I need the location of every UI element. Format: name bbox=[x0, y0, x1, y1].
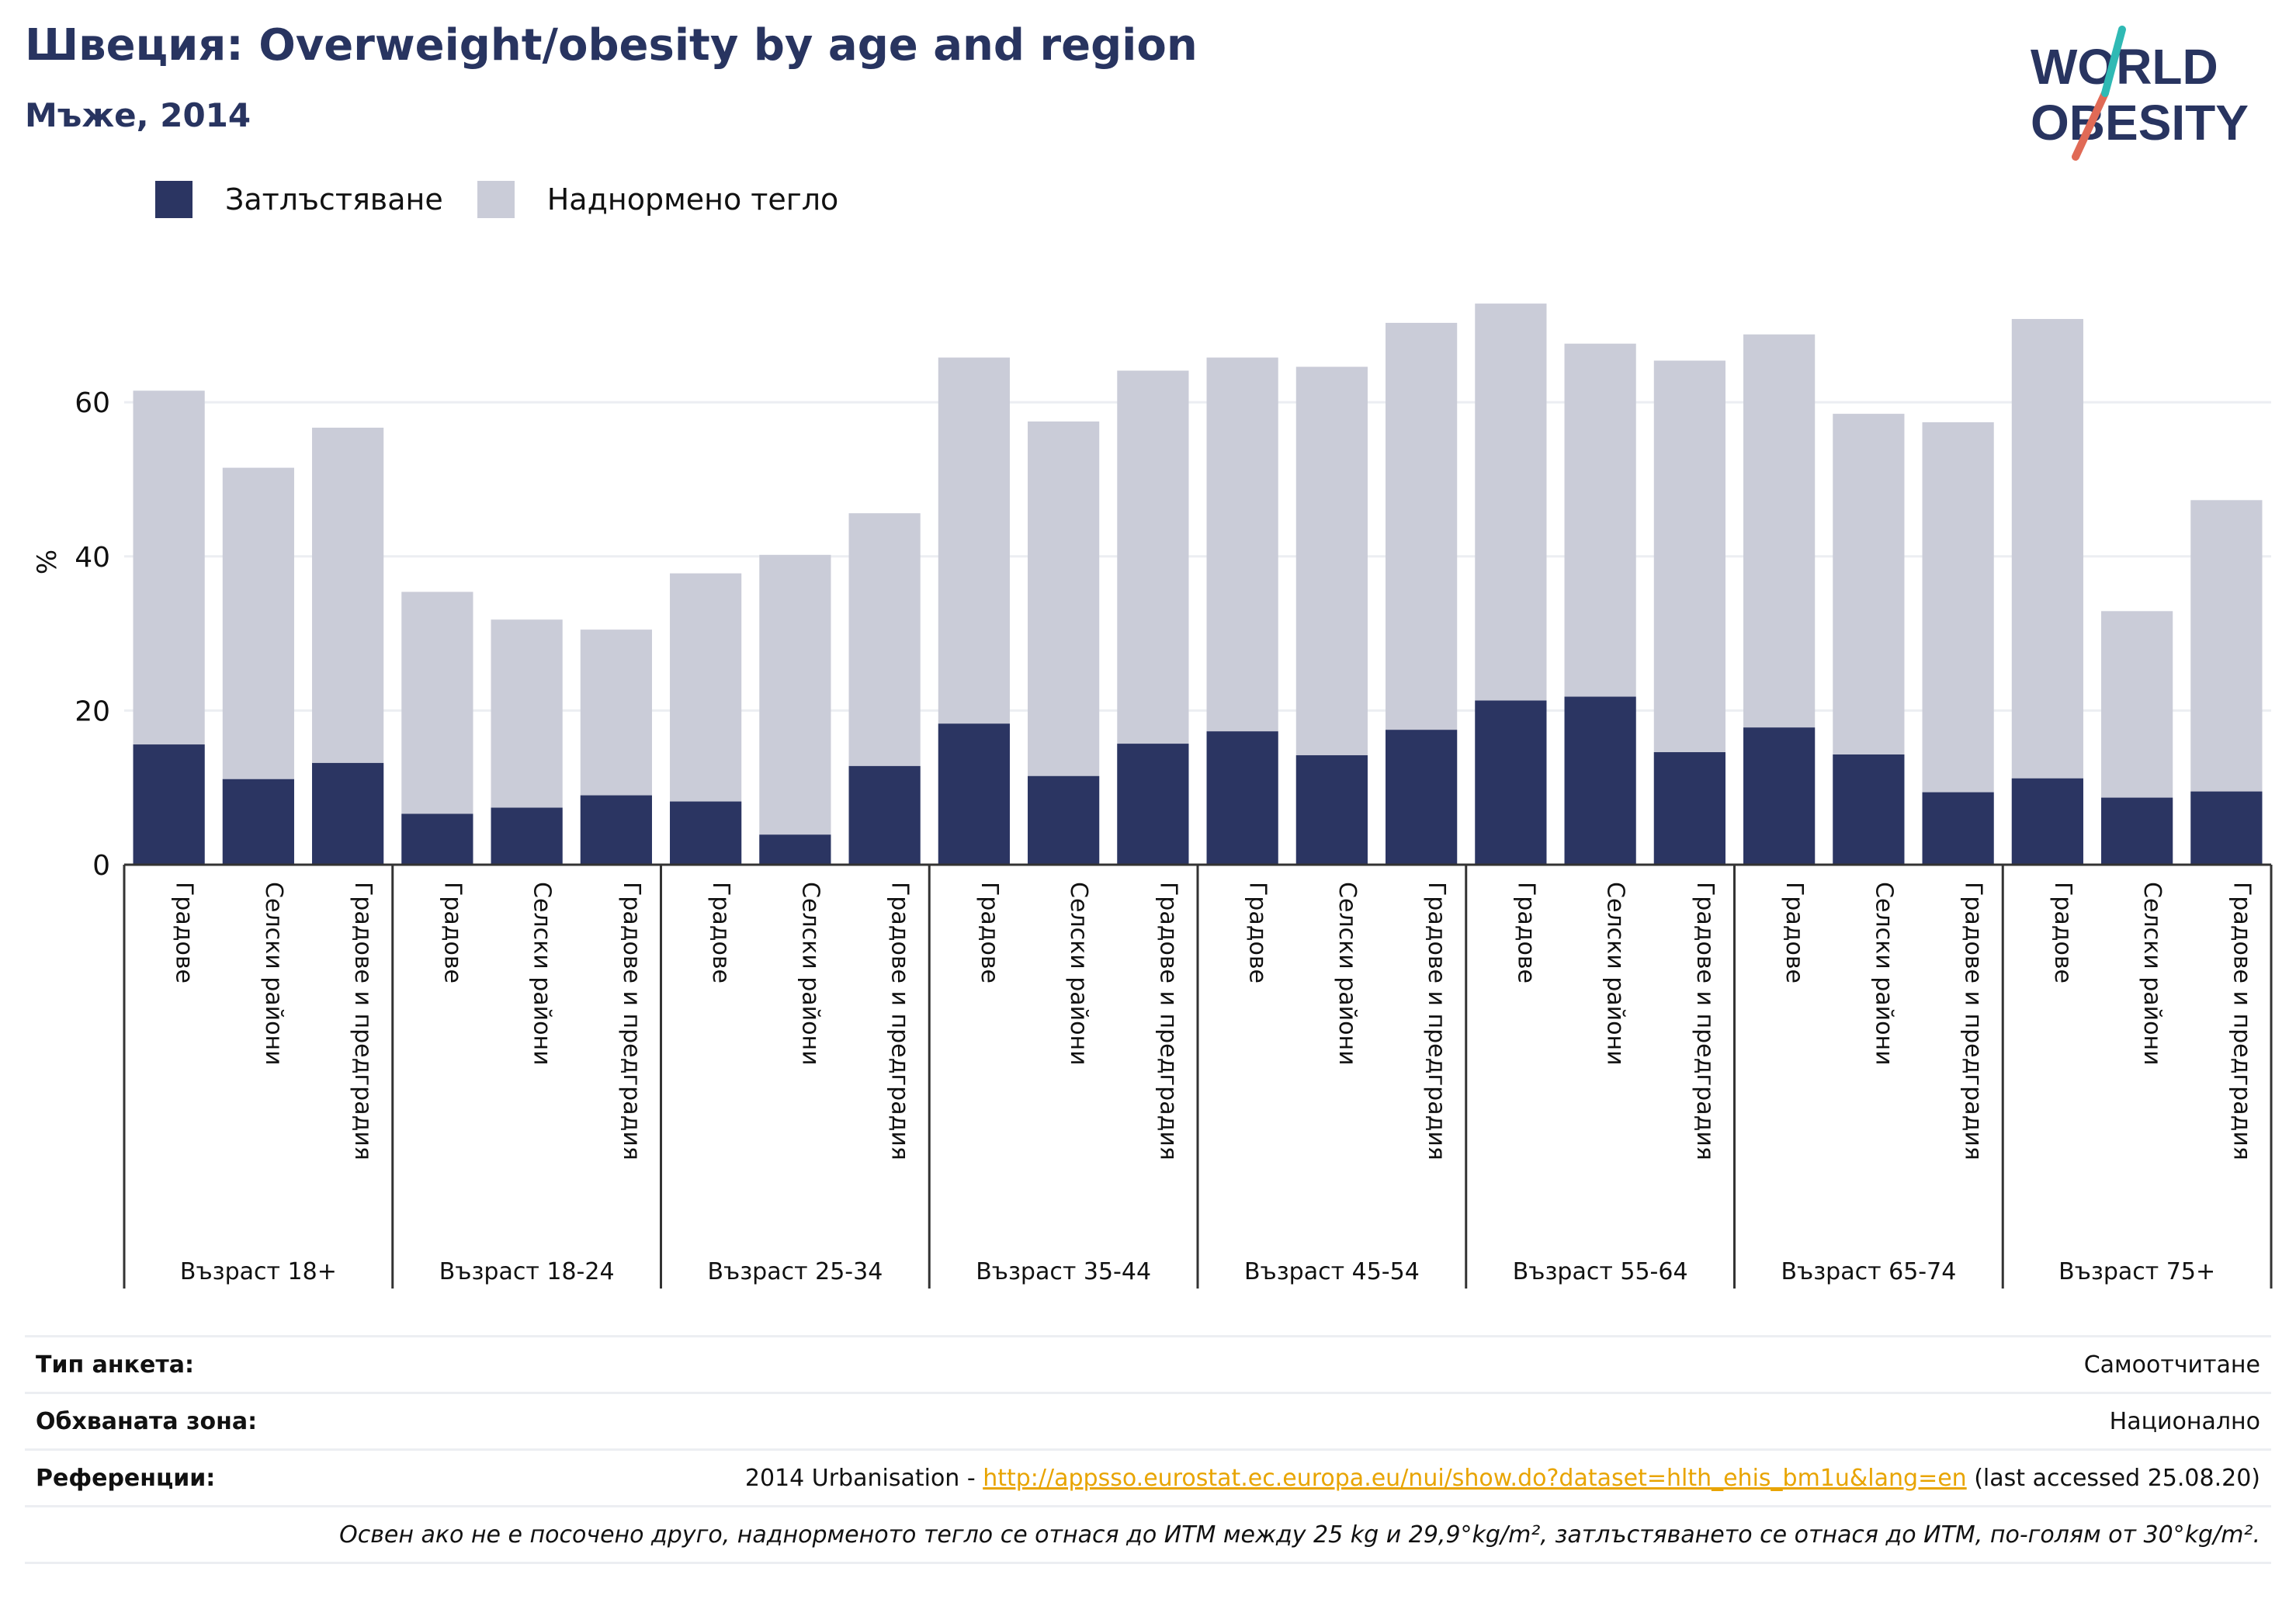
bar-obesity bbox=[759, 834, 831, 865]
logo-text-world: WORLD bbox=[2031, 39, 2218, 95]
group-label: Възраст 65-74 bbox=[1781, 1258, 1956, 1285]
bar-obesity bbox=[1028, 775, 1100, 865]
bar-obesity bbox=[1922, 792, 1994, 865]
x-tick-label: Селски райони bbox=[1065, 882, 1092, 1066]
x-tick-label: Градове bbox=[1781, 882, 1808, 983]
x-tick-label: Градове bbox=[439, 882, 466, 983]
bar-obesity bbox=[1743, 727, 1816, 865]
bar-obesity bbox=[133, 744, 205, 865]
bar-obesity bbox=[1295, 754, 1368, 865]
group-label: Възраст 25-34 bbox=[707, 1258, 883, 1285]
x-tick-label: Селски райони bbox=[1870, 882, 1897, 1066]
x-tick-label: Градове bbox=[707, 882, 734, 983]
chart-title: Швеция: Overweight/obesity by age and re… bbox=[25, 20, 1198, 71]
bar-obesity bbox=[491, 807, 563, 865]
x-tick-label: Градове и предградия bbox=[618, 882, 645, 1160]
y-tick-label: 20 bbox=[75, 695, 110, 727]
bar-chart: 0 20 40 60% Градове Селски райони Градове и пр… bbox=[32, 303, 2273, 1289]
x-tick-label: Градове и предградия bbox=[1960, 882, 1987, 1160]
references-label: Референции: bbox=[36, 1464, 216, 1492]
coverage-label: Обхваната зона: bbox=[36, 1407, 258, 1435]
x-tick-label: Градове bbox=[976, 882, 1003, 983]
y-tick-label: 60 bbox=[75, 387, 110, 419]
x-tick-label: Градове и предградия bbox=[1423, 882, 1450, 1160]
x-tick-label: Градове и предградия bbox=[1691, 882, 1719, 1160]
bar-obesity bbox=[1564, 696, 1636, 865]
x-tick-label: Градове и предградия bbox=[1154, 882, 1181, 1160]
group-label: Възраст 55-64 bbox=[1513, 1258, 1688, 1285]
x-tick-label: Градове и предградия bbox=[349, 882, 376, 1160]
bar-obesity bbox=[1475, 700, 1547, 865]
survey-type-label: Тип анкета: bbox=[36, 1351, 194, 1379]
bar-obesity bbox=[1206, 731, 1278, 865]
x-tick-label: Селски райони bbox=[796, 882, 824, 1066]
footer-row-references: Референции: 2014 Urbanisation - http://a… bbox=[25, 1448, 2271, 1505]
x-tick-label: Градове и предградия bbox=[886, 882, 914, 1160]
x-tick-label: Градове bbox=[2049, 882, 2076, 983]
bar-obesity bbox=[1386, 730, 1458, 865]
x-tick-label: Селски райони bbox=[529, 882, 556, 1066]
x-tick-label: Градове bbox=[1244, 882, 1271, 983]
references-prefix: 2014 Urbanisation - bbox=[744, 1464, 983, 1492]
survey-type-value: Самоотчитане bbox=[2083, 1351, 2260, 1379]
bar-obesity bbox=[2011, 778, 2083, 865]
world-obesity-logo: WORLD OBESITY bbox=[2031, 26, 2249, 161]
chart-legend: Затлъстяване Наднормено тегло bbox=[155, 180, 872, 219]
bar-obesity bbox=[670, 801, 742, 865]
references-link[interactable]: http://appsso.eurostat.ec.europa.eu/nui/… bbox=[983, 1464, 1967, 1492]
group-label: Възраст 45-54 bbox=[1244, 1258, 1420, 1285]
chart-footer: Тип анкета: Самоотчитане Обхваната зона:… bbox=[25, 1335, 2271, 1564]
legend-swatch-overweight bbox=[477, 181, 515, 218]
y-tick-label: 0 bbox=[92, 850, 110, 882]
x-tick-label: Селски райони bbox=[2138, 882, 2166, 1066]
coverage-value: Национално bbox=[2109, 1407, 2260, 1435]
x-tick-label: Градове bbox=[171, 882, 198, 983]
references-suffix: (last accessed 25.08.20) bbox=[1966, 1464, 2260, 1492]
references-value: 2014 Urbanisation - http://appsso.eurost… bbox=[745, 1465, 2260, 1492]
x-tick-label: Селски райони bbox=[1334, 882, 1361, 1066]
bar-obesity bbox=[848, 765, 921, 865]
bar-obesity bbox=[938, 723, 1010, 865]
legend-label-overweight: Наднормено тегло bbox=[546, 182, 839, 217]
group-label: Възраст 75+ bbox=[2058, 1258, 2215, 1285]
logo-text-obesity: OBESITY bbox=[2031, 95, 2249, 151]
x-tick-label: Селски райони bbox=[260, 882, 287, 1066]
bar-obesity bbox=[1117, 744, 1189, 865]
bar-obesity bbox=[1833, 754, 1905, 865]
footer-row-coverage: Обхваната зона: Национално bbox=[25, 1392, 2271, 1448]
legend-label-obesity: Затлъстяване bbox=[225, 182, 443, 217]
legend-swatch-obesity bbox=[155, 181, 192, 218]
group-label: Възраст 35-44 bbox=[976, 1258, 1151, 1285]
bar-obesity bbox=[580, 795, 652, 865]
chart-subtitle: Мъже, 2014 bbox=[25, 96, 251, 134]
bar-obesity bbox=[1653, 752, 1725, 865]
logo-slash-red bbox=[2072, 89, 2109, 161]
bar-obesity bbox=[2101, 797, 2173, 865]
y-axis-title: % bbox=[32, 550, 63, 574]
bar-overweight bbox=[759, 554, 831, 865]
definition-note: Освен ако не е посочено друго, наднормен… bbox=[339, 1521, 2260, 1549]
bar-obesity bbox=[401, 813, 473, 865]
bar-obesity bbox=[222, 779, 294, 865]
logo-slash-teal bbox=[2101, 26, 2126, 97]
footer-row-note: Освен ако не е посочено друго, наднормен… bbox=[25, 1505, 2271, 1564]
x-tick-label: Градове и предградия bbox=[2228, 882, 2255, 1160]
x-tick-label: Селски райони bbox=[1602, 882, 1629, 1066]
bar-overweight bbox=[1922, 422, 1994, 865]
bar-obesity bbox=[2190, 791, 2263, 865]
y-tick-label: 40 bbox=[75, 542, 110, 574]
footer-row-survey: Тип анкета: Самоотчитане bbox=[25, 1335, 2271, 1392]
legend-item-overweight: Наднормено тегло bbox=[477, 181, 839, 218]
bar-overweight bbox=[2011, 318, 2083, 865]
x-tick-label: Градове bbox=[1512, 882, 1539, 983]
group-label: Възраст 18-24 bbox=[439, 1258, 615, 1285]
bar-obesity bbox=[312, 762, 384, 865]
group-label: Възраст 18+ bbox=[180, 1258, 337, 1285]
legend-item-obesity: Затлъстяване bbox=[155, 181, 443, 218]
